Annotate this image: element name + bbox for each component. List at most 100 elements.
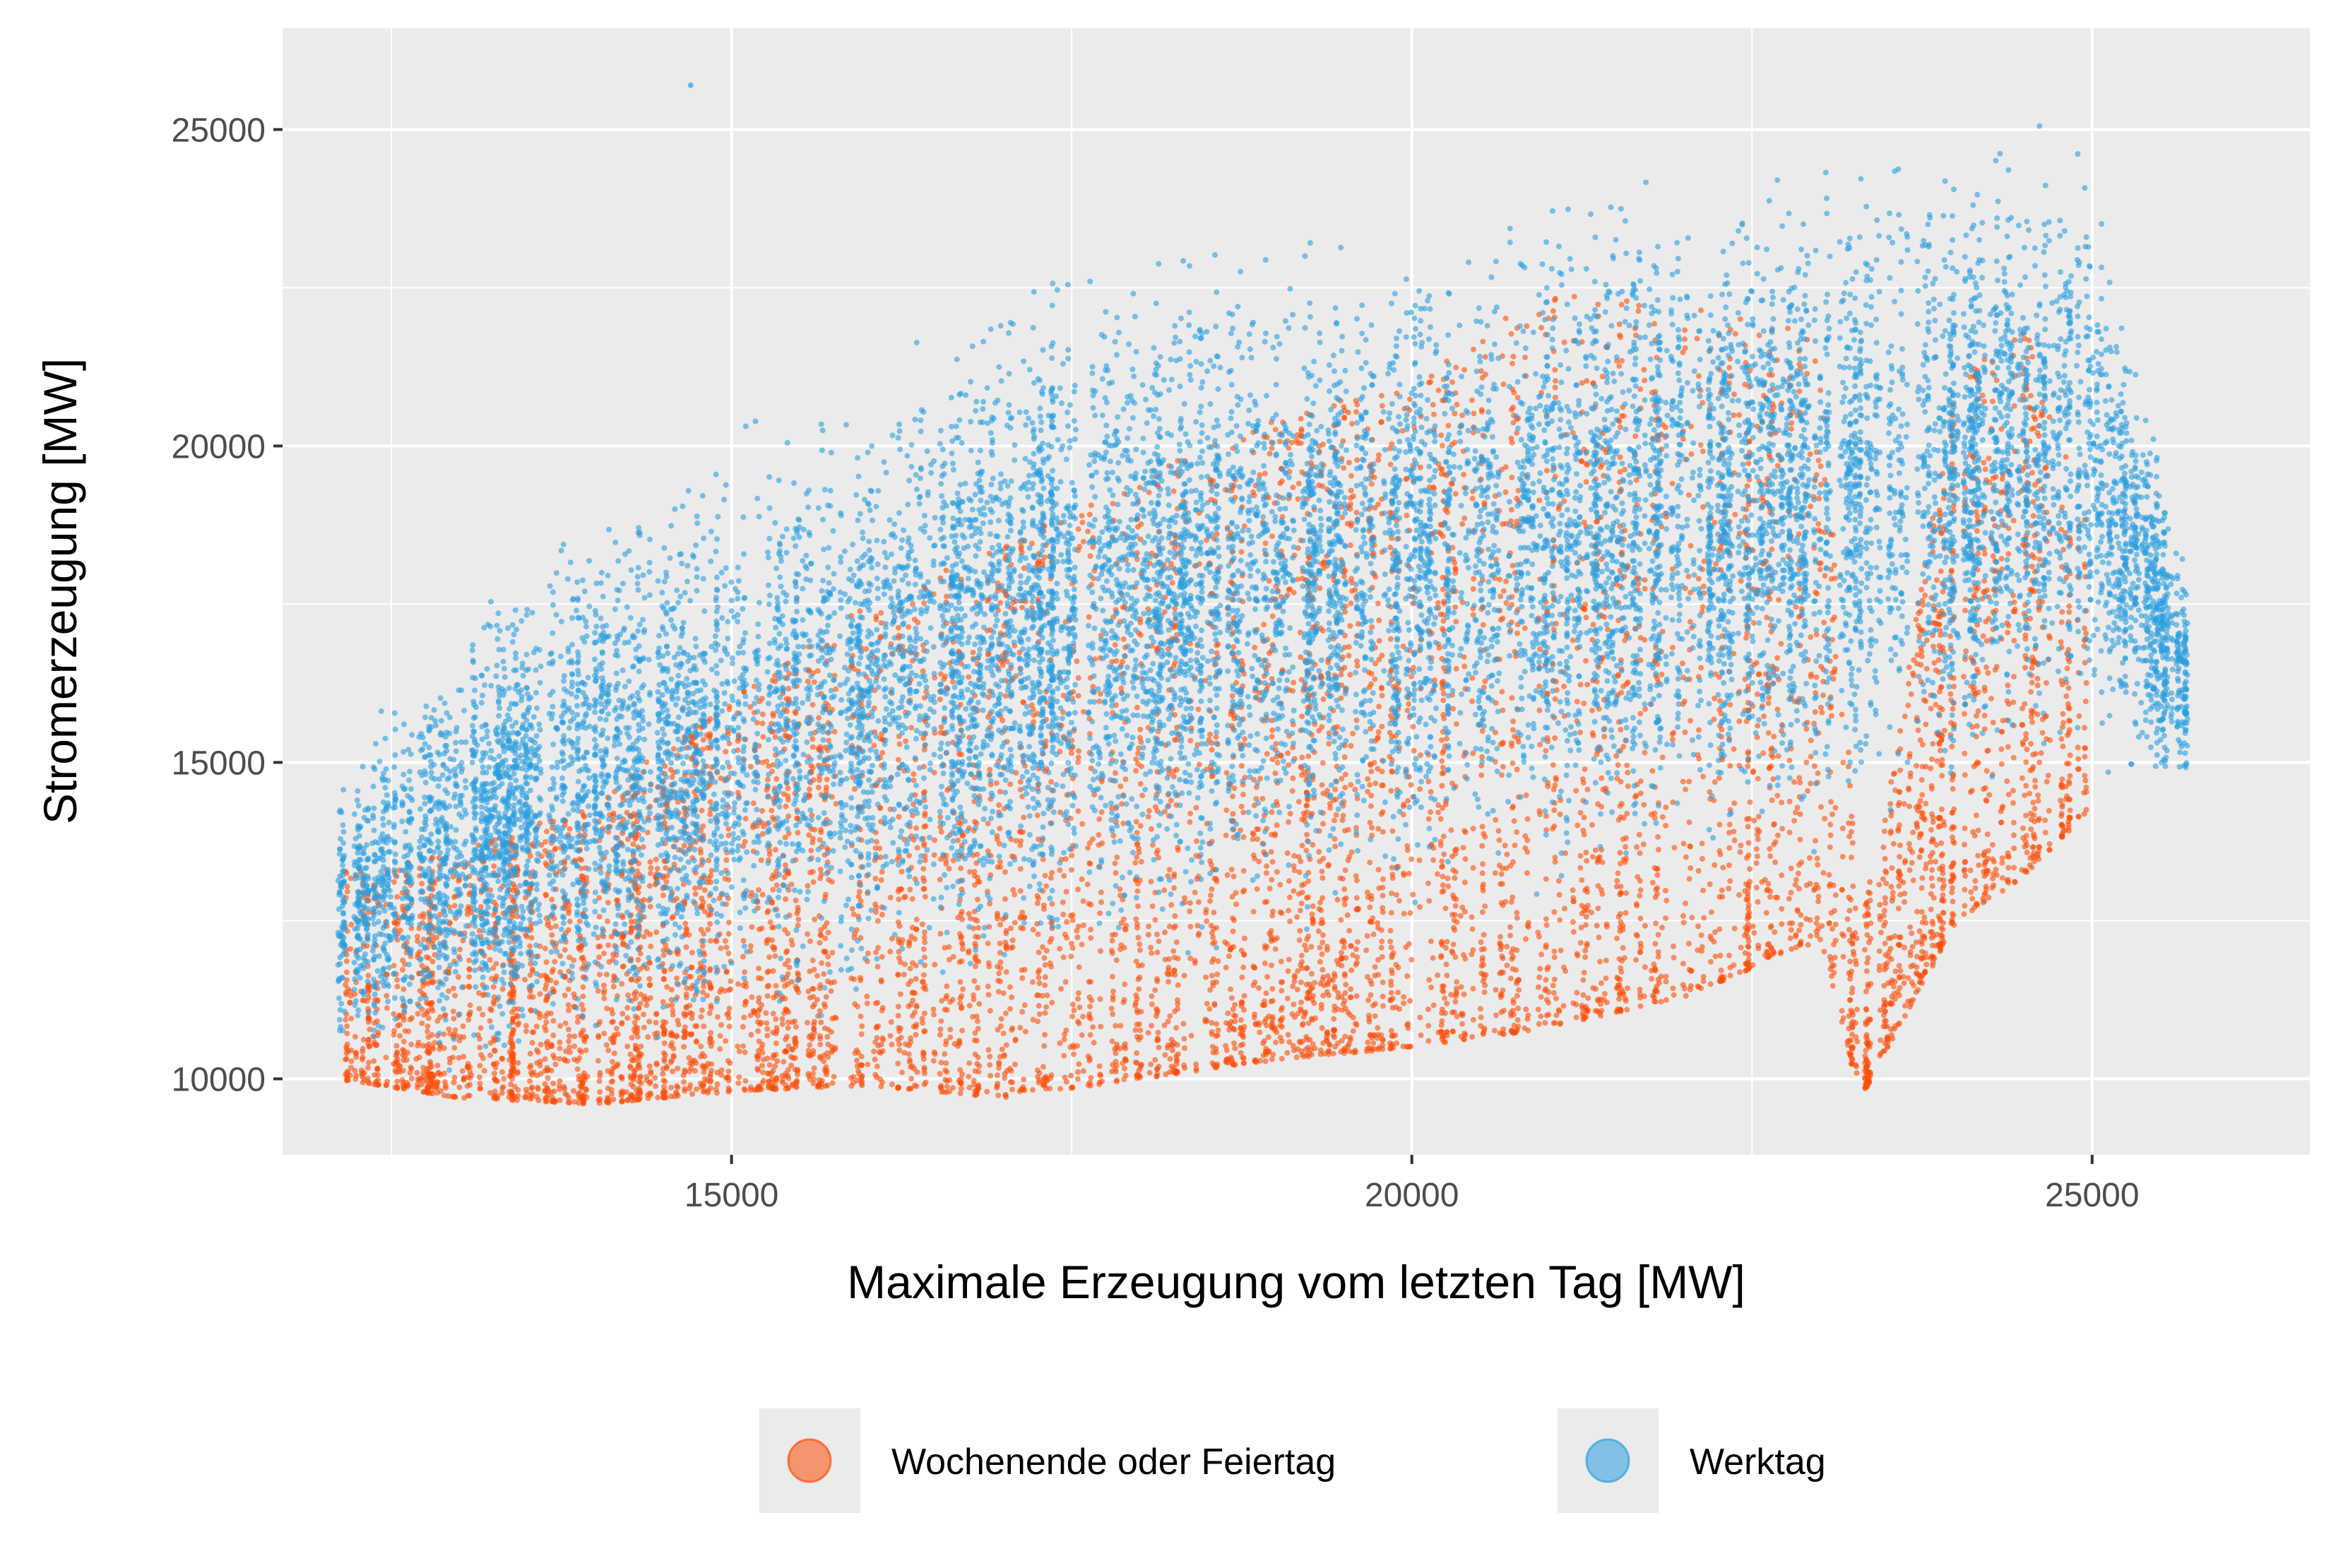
data-point [419,1020,425,1026]
data-point [1260,1052,1267,1059]
data-point [972,819,978,825]
data-point [1637,949,1644,955]
data-point [1118,942,1125,949]
data-point [817,867,824,872]
data-point [2067,752,2073,759]
data-point [1230,644,1237,650]
data-point [1928,826,1934,833]
data-point [343,1016,349,1023]
data-point [863,646,870,652]
data-point [1346,653,1352,659]
data-point [1256,985,1262,991]
data-point [1240,436,1247,443]
data-point [972,1030,978,1036]
data-point [1149,903,1156,909]
data-point [397,1033,403,1039]
data-point [1437,611,1444,617]
data-point [1355,906,1361,913]
data-point [1149,826,1154,832]
data-point [1622,859,1628,865]
data-point [1583,479,1589,485]
data-point [1353,717,1360,723]
data-point [770,886,776,893]
data-point [1981,460,1987,465]
data-point [2066,727,2072,733]
data-point [1188,1033,1194,1039]
data-point [1883,880,1890,886]
data-point [1348,600,1354,607]
data-point [700,737,706,743]
data-point [1929,867,1935,873]
data-point [865,1062,871,1068]
data-point [1683,786,1689,792]
data-point [1470,612,1476,618]
data-point [1652,988,1659,994]
data-point [1088,1075,1094,1081]
data-point [914,1069,920,1075]
data-point [1949,872,1955,878]
data-point [1916,928,1923,934]
data-point [1848,1050,1854,1057]
data-point [1265,1034,1271,1040]
data-point [1335,994,1341,1001]
data-point [653,856,659,862]
data-point [680,881,687,888]
data-point [1439,771,1445,776]
data-point [1270,908,1276,915]
data-point [1344,912,1351,918]
data-point [2066,658,2072,665]
data-point [1814,915,1820,922]
data-point [1583,850,1589,855]
data-point [393,1043,400,1049]
data-point [343,1050,350,1057]
data-point [2067,773,2073,779]
data-point [669,1002,675,1008]
data-point [957,979,963,985]
data-point [1732,331,1738,337]
data-point [2028,689,2034,695]
data-point [1803,882,1810,889]
data-point [1269,986,1276,992]
data-point [1948,567,1955,574]
data-point [1342,828,1348,834]
data-point [1069,867,1075,873]
data-point [1099,840,1105,846]
data-point [1580,992,1586,998]
data-point [1514,829,1520,836]
data-point [1951,840,1957,846]
data-point [2029,665,2035,671]
data-point [1832,954,1838,961]
data-point [1669,480,1675,487]
data-point [557,1078,563,1084]
data-point [1887,801,1894,807]
data-point [1069,1014,1076,1019]
data-point [683,944,689,950]
data-point [1438,1022,1445,1028]
data-point [1553,995,1559,1002]
data-point [374,1065,381,1071]
data-point [770,1011,776,1017]
data-point [1509,956,1515,962]
data-point [1338,917,1344,923]
data-point [1751,929,1757,936]
data-point [1583,658,1589,664]
data-point [1508,331,1514,337]
data-point [760,1077,766,1083]
data-point [1822,477,1828,483]
data-point [347,999,353,1006]
data-point [1214,642,1220,648]
data-point [1937,705,1943,711]
data-point [1480,978,1486,985]
data-point [1203,974,1209,980]
data-point [764,993,771,999]
data-point [1698,932,1704,938]
data-point [943,567,949,574]
data-point [811,966,817,973]
data-point [1906,751,1913,757]
data-point [1553,777,1559,783]
data-point [1726,952,1732,958]
data-point [384,992,390,999]
data-point [1298,979,1304,985]
data-point [1981,551,1988,557]
data-point [1085,528,1091,535]
